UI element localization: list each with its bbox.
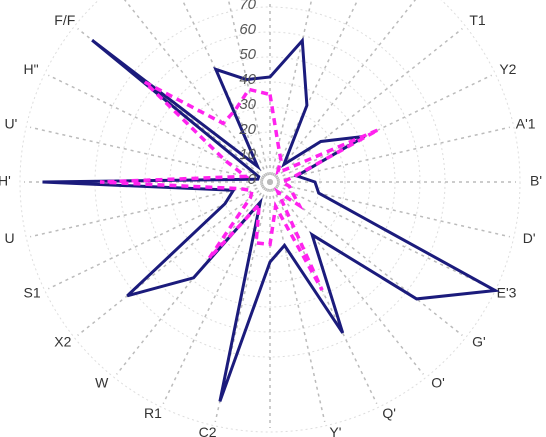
category-label: H" xyxy=(24,61,39,77)
spoke xyxy=(269,181,424,375)
category-label: Y2 xyxy=(499,61,516,77)
category-label: T1 xyxy=(469,12,486,28)
tick-label: 70 xyxy=(239,0,256,13)
grid-ring xyxy=(144,56,396,308)
spoke xyxy=(162,181,271,404)
category-label: S1 xyxy=(24,285,41,301)
spoke xyxy=(269,181,463,336)
spoke xyxy=(30,181,271,238)
category-label: F/F xyxy=(54,12,75,28)
category-label: H' xyxy=(0,173,11,189)
spoke xyxy=(269,181,326,422)
category-label: B' xyxy=(530,173,542,189)
spoke xyxy=(269,181,378,404)
spoke xyxy=(269,181,510,238)
tick-label: 10 xyxy=(239,146,256,163)
spoke xyxy=(269,0,359,183)
spoke xyxy=(269,181,492,290)
spoke xyxy=(269,0,417,183)
category-label: Y' xyxy=(329,424,341,437)
series-line xyxy=(42,36,501,402)
spoke xyxy=(48,181,271,290)
spoke xyxy=(30,126,271,183)
category-label: E'3 xyxy=(497,285,517,301)
tick-label: 40 xyxy=(239,71,256,88)
spoke xyxy=(116,181,271,375)
spoke xyxy=(123,0,271,183)
category-label: C2 xyxy=(199,424,217,437)
spoke xyxy=(269,74,492,183)
grid-ring xyxy=(194,106,346,258)
category-label: Q' xyxy=(382,405,396,421)
tick-label: 60 xyxy=(239,21,256,38)
category-label: U' xyxy=(4,115,17,131)
tick-label: 50 xyxy=(239,46,256,63)
spoke xyxy=(48,74,271,183)
category-label: D' xyxy=(523,230,536,246)
tick-label: 20 xyxy=(238,121,256,138)
spoke xyxy=(77,181,271,336)
spoke xyxy=(269,28,463,183)
category-label: G' xyxy=(472,334,486,350)
grid-ring xyxy=(244,156,296,208)
category-label: R1 xyxy=(144,405,162,421)
tick-label: 30 xyxy=(239,96,256,113)
category-label: X2 xyxy=(54,334,71,350)
series-line xyxy=(99,80,379,291)
outer-ring xyxy=(19,0,521,433)
category-label: O' xyxy=(431,374,445,390)
category-label: A'1 xyxy=(516,115,536,131)
spoke xyxy=(269,126,510,183)
category-label: U xyxy=(4,230,14,246)
category-label: W xyxy=(95,374,109,390)
tick-label: 0 xyxy=(248,171,257,188)
